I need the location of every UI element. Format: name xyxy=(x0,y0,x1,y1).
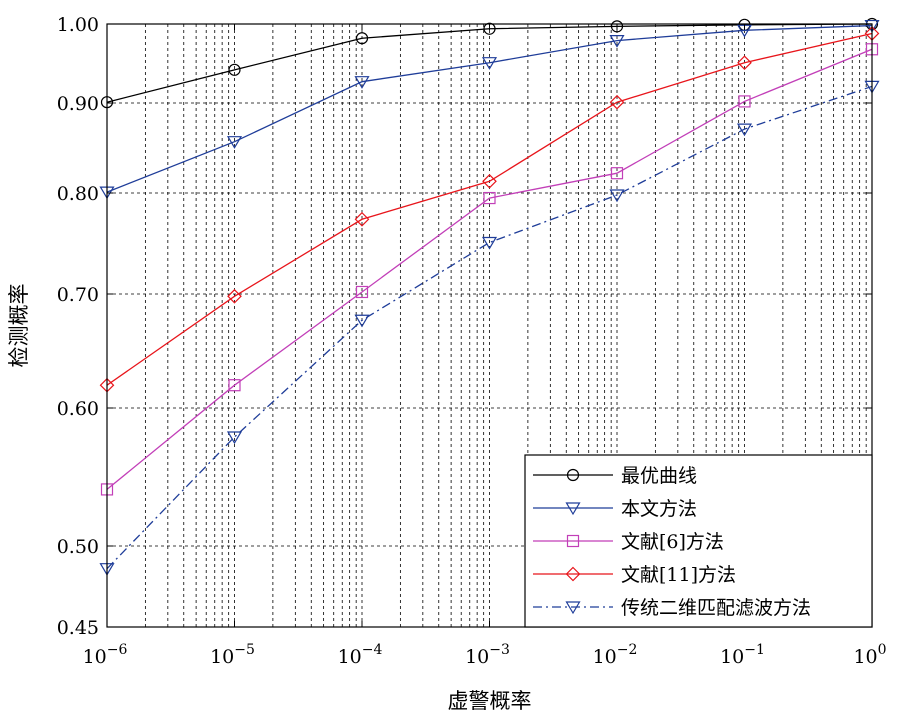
circle-marker xyxy=(483,22,496,35)
square-marker xyxy=(738,95,751,108)
triangle-down-marker xyxy=(736,123,753,137)
diamond-marker xyxy=(227,288,242,304)
legend-label: 本文方法 xyxy=(621,498,697,520)
diamond-marker xyxy=(609,94,625,110)
x-tick-exponent: 0 xyxy=(878,642,887,658)
series-line xyxy=(106,32,873,386)
circle-marker xyxy=(228,63,241,76)
diamond-marker xyxy=(737,55,752,71)
legend-label: 传统二维匹配滤波方法 xyxy=(621,597,811,619)
triangle-down-marker xyxy=(565,502,581,516)
series-3 xyxy=(100,43,879,496)
x-tick-base: 10 xyxy=(338,646,362,668)
triangle-down-marker xyxy=(354,76,370,89)
triangle-down-marker xyxy=(481,236,498,250)
grid xyxy=(107,24,872,627)
x-tick-base: 10 xyxy=(720,646,744,668)
x-tick-exponent: −4 xyxy=(362,642,383,658)
square-marker xyxy=(228,379,241,392)
legend-item: 传统二维匹配滤波方法 xyxy=(533,597,811,619)
y-tick-label: 0.60 xyxy=(57,398,99,420)
legend-label: 文献[6]方法 xyxy=(621,531,724,553)
x-tick-base: 10 xyxy=(210,646,234,668)
diamond-marker xyxy=(354,211,370,227)
circle-marker xyxy=(610,20,624,33)
y-tick-label: 1.00 xyxy=(57,14,99,36)
triangle-down-marker xyxy=(226,136,243,149)
square-marker xyxy=(355,285,369,299)
legend-label: 最优曲线 xyxy=(621,465,697,487)
series-line xyxy=(106,24,873,193)
series-line xyxy=(106,48,873,490)
x-tick-label: 10−3 xyxy=(465,642,510,668)
x-tick-label: 10−5 xyxy=(210,642,255,668)
x-tick-label: 10−1 xyxy=(720,642,765,668)
x-tick-exponent: −3 xyxy=(489,642,510,658)
triangle-down-marker xyxy=(354,314,370,328)
legend-item: 文献[11]方法 xyxy=(533,564,736,586)
x-tick-exponent: −1 xyxy=(744,642,765,658)
square-marker xyxy=(610,167,624,180)
circle-marker xyxy=(566,468,580,482)
square-marker xyxy=(483,191,496,205)
x-tick-label: 10−6 xyxy=(83,642,128,668)
y-tick-label: 0.50 xyxy=(57,536,99,558)
x-tick-exponent: −5 xyxy=(234,642,255,658)
triangle-down-marker xyxy=(481,57,498,70)
y-tick-label: 0.70 xyxy=(57,284,99,306)
legend-item: 文献[6]方法 xyxy=(533,531,724,553)
y-axis-label: 检测概率 xyxy=(7,284,31,368)
legend-item: 本文方法 xyxy=(533,498,697,520)
x-tick-label: 10−2 xyxy=(593,642,638,668)
x-tick-base: 10 xyxy=(465,646,489,668)
triangle-down-marker xyxy=(609,34,625,48)
series-line xyxy=(106,85,873,570)
diamond-marker xyxy=(565,566,581,582)
y-tick-label: 0.80 xyxy=(57,183,99,205)
diamond-marker xyxy=(482,173,497,189)
legend-item: 最优曲线 xyxy=(533,465,697,487)
triangle-down-marker xyxy=(609,189,625,203)
series-2 xyxy=(99,19,880,200)
triangle-down-marker xyxy=(864,19,880,33)
x-axis-label: 虚警概率 xyxy=(448,689,532,713)
x-tick-label: 10−4 xyxy=(338,642,383,668)
x-tick-base: 10 xyxy=(853,646,877,668)
legend-label: 文献[11]方法 xyxy=(621,564,736,586)
y-tick-label: 0.90 xyxy=(57,93,99,115)
triangle-down-marker xyxy=(226,431,243,445)
tick-labels: 10−6 10−5 10−4 10−3 10−2 10−1 1000.450.500.600… xyxy=(57,14,887,668)
circle-marker xyxy=(355,32,369,45)
x-tick-base: 10 xyxy=(83,646,107,668)
triangle-down-marker xyxy=(565,601,581,615)
x-tick-label: 100 xyxy=(853,642,886,668)
x-tick-exponent: −2 xyxy=(617,642,638,658)
x-tick-base: 10 xyxy=(593,646,617,668)
square-marker xyxy=(566,534,580,548)
y-tick-label: 0.45 xyxy=(57,617,99,639)
x-tick-exponent: −6 xyxy=(107,642,128,658)
